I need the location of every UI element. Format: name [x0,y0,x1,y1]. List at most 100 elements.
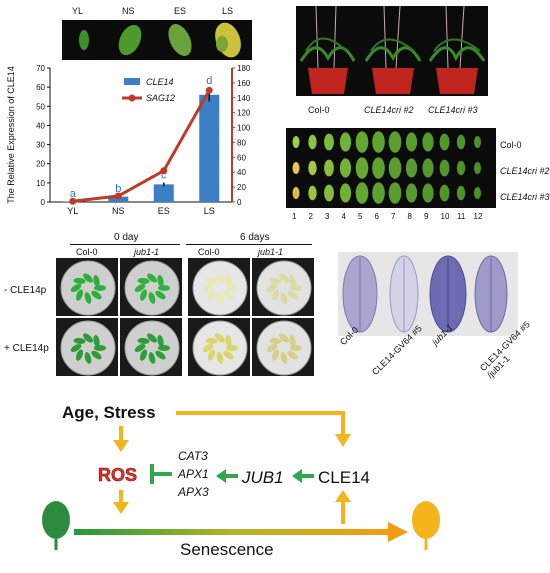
gene-apx3: APX3 [177,485,209,499]
dish-leaf [266,343,278,353]
plant-label-cri3: CLE14cri #3 [428,105,478,115]
dish-leaf [223,350,234,360]
dish-leaf [155,350,166,360]
y2-tick-label: 40 [237,168,246,177]
leaf-series-photo [286,128,496,208]
dish-leaf [215,333,225,343]
leaf-series-leaf [324,159,334,177]
leaf-series-leaf [308,185,317,201]
leaf-series-leaf [292,136,300,148]
leaf-series-leaf [456,185,466,201]
ros-to-senescence-arrowhead [113,502,129,514]
age-stress-label: Age, Stress [62,403,156,422]
plant-label-col0: Col-0 [308,105,330,115]
dish-leaf [205,337,218,344]
dish-leaf [157,275,164,287]
dish-leaf [289,335,296,347]
dish-leaf [148,352,156,364]
plant-col0 [299,5,356,94]
leaf-series-row-labels: Col-0 CLE14cri #2 CLE14cri #3 [500,140,550,204]
leaf-ns [118,24,142,56]
leaf-series-number: 4 [341,212,346,221]
leaf-series-leaf [405,183,418,203]
divider-6days [186,244,312,245]
x-tick-label: ES [158,206,170,216]
plant-cle14cri3 [428,5,486,94]
senescence-bar [74,529,392,535]
leaf-series-leaf [422,158,434,178]
dish-leaf [207,349,216,361]
dish-leaf [134,283,146,293]
significance-letter: c [161,169,167,181]
dish-leaf [70,283,82,293]
senescence-label: Senescence [180,540,274,559]
dish-leaf [280,292,288,304]
dish-leaf [287,350,298,360]
y2-tick-label: 80 [237,138,246,147]
old-leaf-icon [412,501,440,539]
dish-leaf [279,273,289,283]
dish-leaf [147,333,157,343]
y-tick-label: 50 [36,102,45,111]
petri-dish [124,260,180,316]
y2-tick-label: 140 [237,94,251,103]
leaf-series-row-cri2: CLE14cri #2 [500,166,550,176]
y2-tick-label: 20 [237,183,246,192]
young-leaf-icon [42,501,70,539]
dish-leaf [289,275,296,287]
time-6days: 6 days [240,232,270,243]
leaf-strip-svg [79,22,241,58]
leaf-series-leaf [405,158,418,178]
leaf-series-leaf [388,131,402,153]
dish-leaf [202,283,214,293]
y-tick-label: 0 [41,198,46,207]
leaf-series-leaf [388,182,402,204]
dish-leaf [216,292,224,304]
leaf-series-leaf [292,162,300,174]
dish-leaf [271,349,280,361]
leaf-series-leaf [339,158,352,178]
leaf-series-number: 12 [473,212,483,221]
y-tick-label: 40 [36,121,45,130]
dish-leaf [91,290,102,300]
leaf-strip-label-yl: YL [72,6,84,16]
dish-leaf [137,277,150,284]
dish-leaf [91,350,102,360]
dish-leaf [205,277,218,284]
x-tick-label: NS [112,206,125,216]
leaf-series-leaf [339,132,352,152]
dish-leaf [271,289,280,301]
y-tick-label: 20 [36,160,45,169]
dish-leaf [215,273,225,283]
ros-label: ROS [98,465,137,485]
dish-leaf [70,343,82,353]
dish-leaf [93,275,100,287]
leaf-series-leaf [372,131,385,153]
plants-svg [299,5,486,94]
leaf-series-leaf [308,134,317,150]
age-to-ros-arrowhead [113,440,129,452]
dish-leaf [269,337,282,344]
dish-row-label-plus: + CLE14p [4,343,49,354]
dish-leaf [223,290,234,300]
significance-letter: b [115,183,121,195]
leaf-series-leaf [388,157,402,179]
leaf-ls [215,22,241,58]
leaf-series-number: 10 [440,212,450,221]
dish-leaf [75,349,84,361]
significance-letter: a [70,188,77,200]
dish-leaf [147,273,157,283]
y-tick-label: 30 [36,141,45,150]
leaf-series-svg [292,131,481,204]
leaf-series-number: 3 [325,212,330,221]
genotype-col0-b: Col-0 [198,247,220,257]
y-tick-label: 70 [36,64,45,73]
dish-leaf [73,337,86,344]
gene-cat3: CAT3 [178,449,208,463]
leaf-series-leaf [308,160,317,176]
point-sag12 [69,197,77,205]
legend-swatch-cle14 [124,78,140,85]
dish-leaf [134,343,146,353]
point-sag12 [160,167,168,175]
dish-leaf [266,283,278,293]
